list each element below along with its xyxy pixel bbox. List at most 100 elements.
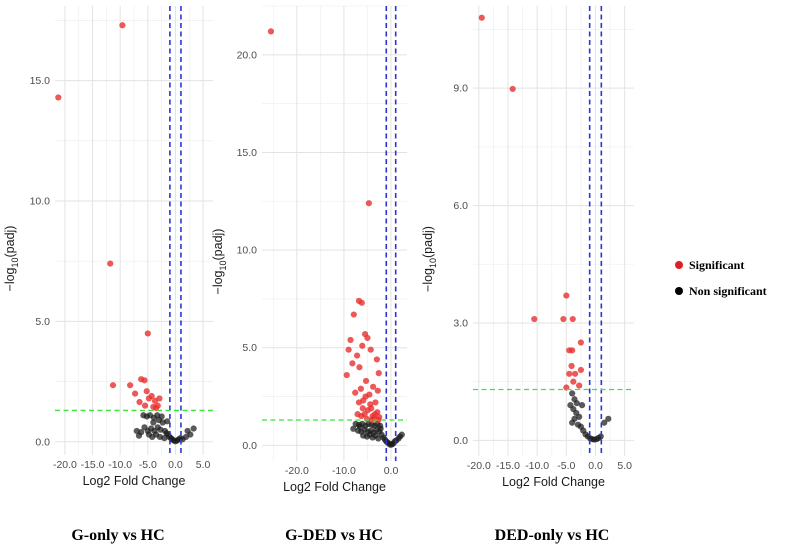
point-significant <box>352 389 359 396</box>
point-significant <box>367 346 374 353</box>
point-nonsignificant <box>605 415 612 422</box>
point-nonsignificant <box>150 419 157 426</box>
point-significant <box>576 382 583 389</box>
point-nonsignificant <box>576 413 583 420</box>
point-nonsignificant <box>601 419 608 426</box>
point-significant <box>350 311 357 318</box>
x-tick-label: 5.0 <box>617 460 632 472</box>
y-axis-label: −log10(padj) <box>421 226 438 292</box>
point-nonsignificant <box>161 435 168 442</box>
point-significant <box>372 399 379 406</box>
point-nonsignificant <box>164 418 171 425</box>
point-significant <box>478 14 485 21</box>
point-nonsignificant <box>135 432 143 439</box>
point-significant <box>148 392 155 400</box>
point-significant <box>345 346 352 353</box>
point-significant <box>141 377 148 384</box>
point-significant <box>375 416 382 424</box>
point-significant <box>373 356 380 363</box>
point-nonsignificant <box>375 435 382 442</box>
x-tick-label: 0.0 <box>168 459 183 471</box>
point-significant <box>119 22 126 29</box>
y-tick-label: 3.0 <box>453 317 468 329</box>
point-nonsignificant <box>350 425 357 432</box>
x-axis-label: Log2 Fold Change <box>502 475 605 489</box>
legend: Significant Non significant <box>675 258 767 298</box>
point-significant <box>363 415 371 423</box>
point-significant <box>370 383 377 390</box>
point-nonsignificant <box>155 416 162 424</box>
legend-nonsignificant-label: Non significant <box>689 284 767 298</box>
caption-ded-only: DED-only vs HC <box>495 527 610 544</box>
legend-significant-label: Significant <box>689 258 744 272</box>
point-significant <box>364 407 372 414</box>
x-tick-label: -10.0 <box>525 460 549 472</box>
x-tick-label: -10.0 <box>332 465 356 477</box>
x-tick-label: -5.0 <box>139 459 157 471</box>
point-nonsignificant <box>569 419 576 426</box>
point-significant <box>143 388 150 395</box>
point-significant <box>560 315 567 323</box>
point-nonsignificant <box>573 400 580 407</box>
point-significant <box>136 398 143 406</box>
point-significant <box>369 416 376 424</box>
x-tick-label: 5.0 <box>196 459 211 471</box>
point-significant <box>569 315 576 323</box>
point-significant <box>353 352 361 359</box>
panel-g-ded: -20.0 -10.0 0.0 0.0 5.0 10.0 15.0 20.0 Log2 Fold… <box>211 5 407 494</box>
y-tick-label: 20.0 <box>237 49 258 61</box>
y-tick-label: 5.0 <box>242 342 257 354</box>
point-significant <box>577 366 585 374</box>
point-nonsignificant <box>396 433 404 440</box>
y-tick-label: 0.0 <box>35 436 50 448</box>
y-tick-label: 0.0 <box>453 435 468 447</box>
x-tick-label: 0.0 <box>384 465 399 477</box>
y-tick-label: 0.0 <box>242 440 257 452</box>
point-significant <box>152 404 160 412</box>
x-tick-label: -20.0 <box>467 460 491 472</box>
x-axis-label: Log2 Fold Change <box>83 474 186 488</box>
point-significant <box>362 393 369 400</box>
point-significant <box>107 260 114 267</box>
caption-g-ded: G-DED vs HC <box>285 527 383 544</box>
point-significant <box>359 342 366 349</box>
point-significant <box>362 377 370 385</box>
x-axis-label: Log2 Fold Change <box>283 480 386 494</box>
point-significant <box>365 200 372 207</box>
point-nonsignificant <box>184 427 191 435</box>
point-significant <box>367 401 374 408</box>
point-significant <box>359 405 366 412</box>
point-significant <box>267 28 275 35</box>
y-tick-label: 15.0 <box>237 147 258 159</box>
point-significant <box>568 362 575 370</box>
x-tick-label: -5.0 <box>557 460 575 472</box>
point-significant <box>577 339 585 346</box>
x-tick-label: -20.0 <box>285 465 309 477</box>
point-significant <box>156 395 163 402</box>
point-significant <box>375 370 382 377</box>
point-nonsignificant <box>356 423 364 430</box>
point-significant <box>356 364 363 371</box>
y-tick-label: 15.0 <box>30 75 51 87</box>
point-significant <box>358 299 365 306</box>
point-significant <box>364 334 371 342</box>
point-nonsignificant <box>569 390 576 397</box>
point-significant <box>371 411 379 418</box>
legend-nonsignificant-marker <box>675 287 683 295</box>
y-axis-label: −log10(padj) <box>211 229 228 295</box>
y-tick-label: 6.0 <box>453 200 468 212</box>
point-significant <box>144 330 151 337</box>
panel-ded-only: -20.0 -15.0 -10.0 -5.0 0.0 5.0 0.0 3.0 6.0 9.0 Log… <box>421 6 634 489</box>
y-tick-label: 5.0 <box>35 316 50 328</box>
point-significant <box>343 371 350 379</box>
point-significant <box>109 382 117 389</box>
point-significant <box>127 382 134 389</box>
y-tick-label: 10.0 <box>30 196 51 208</box>
point-significant <box>349 360 356 367</box>
point-significant <box>374 387 381 394</box>
point-significant <box>509 85 516 93</box>
point-nonsignificant <box>377 425 384 432</box>
x-tick-label: -15.0 <box>496 460 520 472</box>
point-significant <box>357 385 364 392</box>
